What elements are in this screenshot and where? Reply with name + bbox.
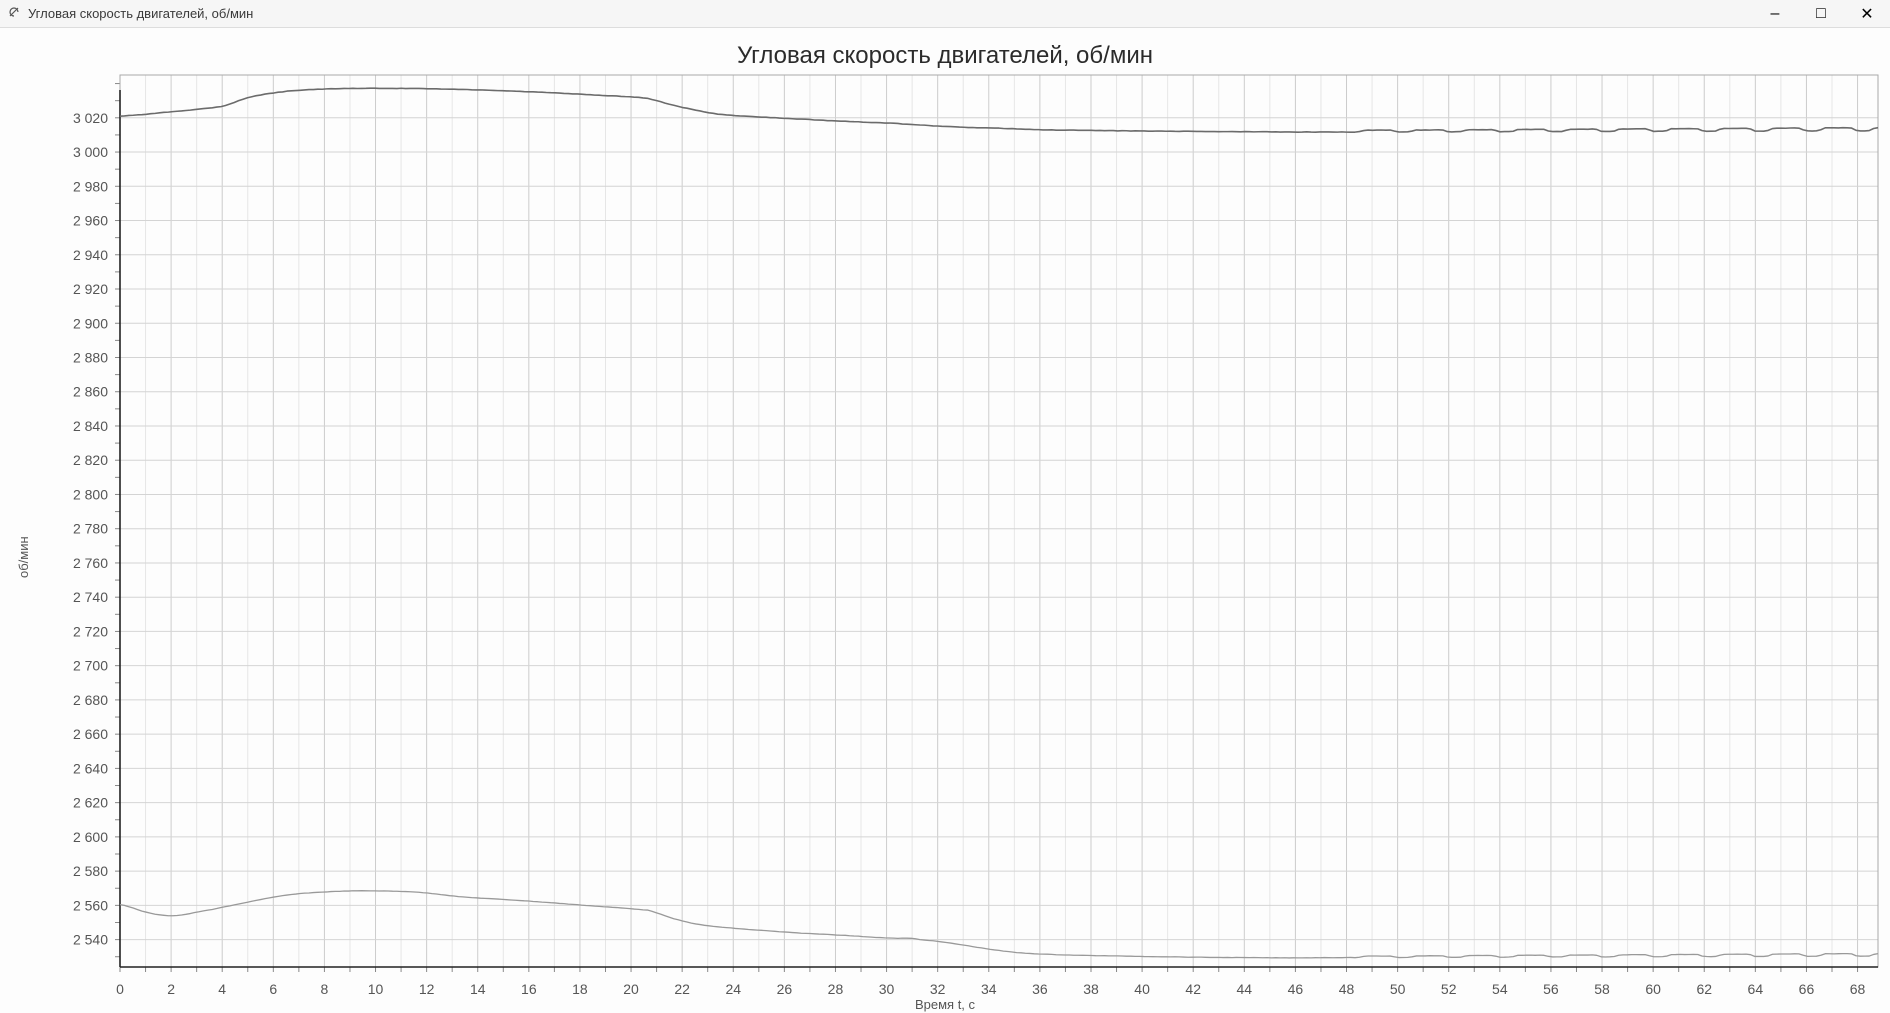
svg-text:2 560: 2 560 — [73, 897, 108, 913]
svg-text:3 000: 3 000 — [73, 144, 108, 160]
svg-text:50: 50 — [1390, 981, 1406, 997]
svg-text:2 600: 2 600 — [73, 829, 108, 845]
svg-text:46: 46 — [1288, 981, 1304, 997]
svg-text:2 680: 2 680 — [73, 692, 108, 708]
svg-text:24: 24 — [725, 981, 741, 997]
svg-text:2 580: 2 580 — [73, 863, 108, 879]
svg-text:16: 16 — [521, 981, 537, 997]
svg-text:2: 2 — [167, 981, 175, 997]
svg-text:54: 54 — [1492, 981, 1508, 997]
svg-text:28: 28 — [828, 981, 844, 997]
svg-text:66: 66 — [1799, 981, 1815, 997]
svg-text:64: 64 — [1748, 981, 1764, 997]
svg-text:3 020: 3 020 — [73, 110, 108, 126]
svg-text:2 940: 2 940 — [73, 247, 108, 263]
svg-text:8: 8 — [321, 981, 329, 997]
svg-text:2 740: 2 740 — [73, 589, 108, 605]
svg-text:2 840: 2 840 — [73, 418, 108, 434]
svg-text:2 980: 2 980 — [73, 178, 108, 194]
svg-text:12: 12 — [419, 981, 435, 997]
svg-text:2 780: 2 780 — [73, 521, 108, 537]
svg-text:2 700: 2 700 — [73, 658, 108, 674]
svg-text:14: 14 — [470, 981, 486, 997]
svg-text:2 860: 2 860 — [73, 384, 108, 400]
svg-text:2 960: 2 960 — [73, 213, 108, 229]
svg-text:2 880: 2 880 — [73, 349, 108, 365]
svg-text:18: 18 — [572, 981, 588, 997]
svg-text:38: 38 — [1083, 981, 1099, 997]
svg-text:0: 0 — [116, 981, 124, 997]
svg-text:6: 6 — [269, 981, 277, 997]
svg-text:20: 20 — [623, 981, 639, 997]
svg-text:40: 40 — [1134, 981, 1150, 997]
svg-text:62: 62 — [1696, 981, 1712, 997]
svg-text:30: 30 — [879, 981, 895, 997]
svg-text:60: 60 — [1645, 981, 1661, 997]
svg-text:58: 58 — [1594, 981, 1610, 997]
svg-text:4: 4 — [218, 981, 226, 997]
svg-text:2 620: 2 620 — [73, 795, 108, 811]
svg-text:34: 34 — [981, 981, 997, 997]
svg-text:2 540: 2 540 — [73, 932, 108, 948]
svg-text:2 800: 2 800 — [73, 486, 108, 502]
svg-text:22: 22 — [674, 981, 690, 997]
svg-text:68: 68 — [1850, 981, 1866, 997]
svg-text:52: 52 — [1441, 981, 1457, 997]
svg-text:48: 48 — [1339, 981, 1355, 997]
svg-text:10: 10 — [368, 981, 384, 997]
svg-text:2 900: 2 900 — [73, 315, 108, 331]
svg-text:2 920: 2 920 — [73, 281, 108, 297]
svg-text:42: 42 — [1185, 981, 1201, 997]
svg-text:2 640: 2 640 — [73, 760, 108, 776]
svg-text:32: 32 — [930, 981, 946, 997]
svg-text:44: 44 — [1237, 981, 1253, 997]
svg-text:56: 56 — [1543, 981, 1559, 997]
svg-text:2 660: 2 660 — [73, 726, 108, 742]
svg-text:26: 26 — [777, 981, 793, 997]
svg-text:2 720: 2 720 — [73, 623, 108, 639]
svg-text:2 760: 2 760 — [73, 555, 108, 571]
svg-text:2 820: 2 820 — [73, 452, 108, 468]
svg-text:36: 36 — [1032, 981, 1048, 997]
